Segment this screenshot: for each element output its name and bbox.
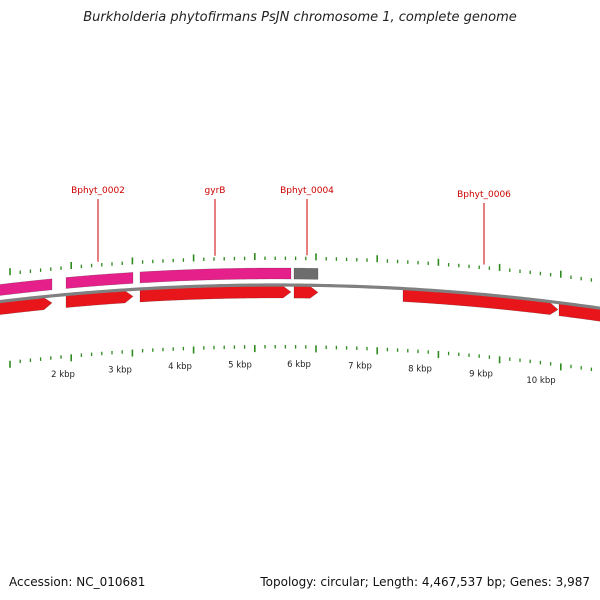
- gene-track: [0, 267, 319, 296]
- accession-text: Accession: NC_010681: [9, 575, 146, 589]
- scale-label: 8 kbp: [408, 365, 432, 375]
- scale-label: 7 kbp: [348, 362, 372, 372]
- gene-block: [0, 278, 53, 296]
- gene-labels: Bphyt_0002 gyrB Bphyt_0004 Bphyt_0006: [71, 186, 511, 265]
- scale-labels: 2 kbp 3 kbp 4 kbp 5 kbp 6 kbp 7 kbp 8 kbp 9 kbp…: [51, 360, 556, 386]
- gene-label[interactable]: gyrB: [205, 186, 226, 196]
- outer-tick-track: [9, 253, 593, 282]
- scale-label: 4 kbp: [168, 362, 192, 372]
- scale-label: 3 kbp: [108, 365, 132, 375]
- inner-tick-track: [9, 345, 593, 372]
- backbone-line: [0, 283, 600, 310]
- gene-label[interactable]: Bphyt_0002: [71, 186, 125, 196]
- gene-block: [139, 267, 292, 284]
- gene-label[interactable]: Bphyt_0006: [457, 190, 511, 200]
- scale-label: 10 kbp: [526, 376, 555, 386]
- map-title: Burkholderia phytofirmans PsJN chromosom…: [83, 10, 517, 25]
- scale-label: 6 kbp: [287, 360, 311, 370]
- gene-block-gray: [293, 267, 319, 280]
- scale-label: 2 kbp: [51, 370, 75, 380]
- topology-summary: Topology: circular; Length: 4,467,537 bp…: [260, 575, 590, 589]
- scale-label: 5 kbp: [228, 360, 252, 370]
- cds-arrow: [293, 285, 319, 299]
- gene-label[interactable]: Bphyt_0004: [280, 186, 334, 196]
- backbone-track: [0, 283, 600, 310]
- gene-block: [65, 272, 134, 289]
- scale-label: 9 kbp: [469, 370, 493, 380]
